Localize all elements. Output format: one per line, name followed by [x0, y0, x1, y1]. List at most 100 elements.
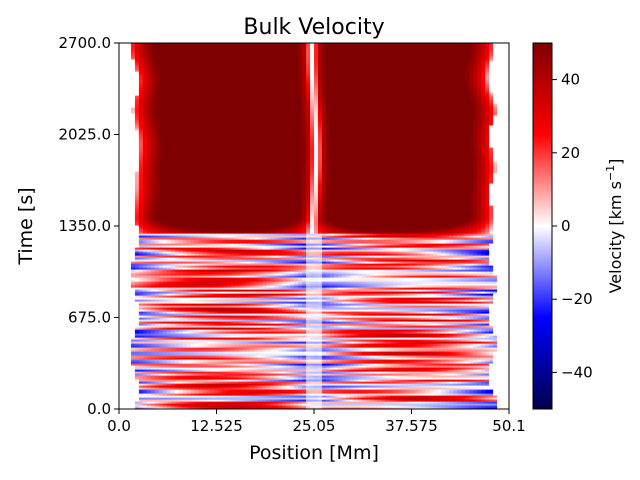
heatmap-cell	[505, 379, 509, 382]
heatmap-cell	[174, 385, 180, 388]
heatmap-cell	[417, 407, 423, 409]
heatmap-cell	[138, 399, 144, 402]
heatmap-cell	[473, 381, 478, 384]
heatmap-cell	[493, 381, 498, 384]
heatmap-cell	[485, 399, 490, 402]
heatmap-cell	[302, 385, 307, 388]
heatmap-cell	[329, 395, 335, 398]
heatmap-cell	[230, 391, 236, 394]
heatmap-cell	[329, 387, 335, 390]
heatmap-cell	[158, 381, 164, 384]
heatmap-cell	[397, 387, 403, 390]
heatmap-cell	[310, 395, 315, 398]
heatmap-cell	[186, 399, 192, 402]
heatmap-cell	[154, 379, 160, 382]
heatmap-cell	[321, 403, 327, 406]
heatmap-cell	[429, 385, 434, 388]
heatmap-cell	[401, 383, 407, 386]
heatmap-cell	[150, 383, 156, 386]
heatmap-cell	[505, 393, 509, 396]
heatmap-cell	[134, 393, 140, 396]
heatmap-cell	[190, 407, 196, 409]
heatmap-cell	[138, 397, 144, 400]
heatmap-cell	[341, 381, 347, 384]
heatmap-cell	[385, 387, 391, 390]
heatmap-cell	[314, 391, 319, 394]
heatmap-cell	[162, 405, 168, 408]
heatmap-cell	[158, 379, 164, 382]
heatmap-cell	[437, 385, 442, 388]
heatmap-cell	[294, 385, 299, 388]
heatmap-cell	[222, 399, 228, 402]
heatmap-cell	[385, 399, 391, 402]
heatmap-cell	[489, 405, 494, 408]
heatmap-cell	[409, 393, 415, 396]
heatmap-cell	[385, 377, 391, 380]
heatmap-cell	[397, 389, 403, 392]
heatmap-cell	[122, 397, 128, 400]
heatmap-cell	[477, 395, 482, 398]
heatmap-cell	[126, 385, 132, 388]
heatmap-cell	[457, 391, 462, 394]
heatmap-cell	[166, 399, 172, 402]
heatmap-cell	[357, 397, 363, 400]
heatmap-cell	[481, 399, 486, 402]
heatmap-cell	[357, 393, 363, 396]
heatmap-cell	[138, 387, 144, 390]
heatmap-cell	[162, 381, 168, 384]
heatmap-cell	[461, 379, 466, 382]
heatmap-cell	[122, 385, 128, 388]
heatmap-cell	[234, 395, 239, 398]
heatmap-cell	[142, 399, 148, 402]
heatmap-cell	[325, 379, 331, 382]
heatmap-cell	[501, 385, 506, 388]
heatmap-cell	[119, 389, 124, 392]
heatmap-cell	[138, 403, 144, 406]
heatmap-cell	[429, 397, 434, 400]
heatmap-cell	[119, 385, 124, 388]
heatmap-cell	[119, 401, 124, 404]
heatmap-cell	[461, 395, 466, 398]
heatmap-cell	[310, 379, 315, 382]
heatmap-cell	[130, 391, 136, 394]
heatmap-cell	[294, 391, 299, 394]
heatmap-cell	[218, 379, 224, 382]
heatmap-cell	[198, 387, 204, 390]
heatmap-cell	[154, 375, 160, 378]
heatmap-cell	[226, 383, 232, 386]
heatmap-cell	[481, 381, 486, 384]
heatmap-cell	[242, 379, 247, 382]
heatmap-cell	[298, 397, 303, 400]
heatmap-cell	[493, 399, 498, 402]
heatmap-cell	[493, 395, 498, 398]
heatmap-cell	[134, 395, 140, 398]
heatmap-cell	[469, 381, 474, 384]
heatmap-cell	[246, 383, 251, 386]
heatmap-cell	[302, 393, 307, 396]
heatmap-cell	[142, 405, 148, 408]
heatmap-cell	[349, 403, 355, 406]
heatmap-cell	[242, 401, 247, 404]
heatmap-cell	[274, 379, 279, 382]
heatmap-cell	[250, 389, 255, 392]
heatmap-cell	[429, 391, 434, 394]
heatmap-cell	[469, 393, 474, 396]
heatmap-cell	[270, 389, 275, 392]
heatmap-cell	[162, 399, 168, 402]
heatmap-cell	[122, 403, 128, 406]
heatmap-cell	[222, 389, 228, 392]
heatmap-cell	[186, 391, 192, 394]
heatmap-cell	[122, 405, 128, 408]
heatmap-cell	[425, 383, 431, 386]
heatmap-cell	[405, 407, 411, 409]
heatmap-cell	[258, 405, 263, 408]
heatmap-cell	[469, 377, 474, 380]
heatmap-cell	[214, 407, 220, 409]
heatmap-cell	[226, 397, 232, 400]
heatmap-cell	[218, 399, 224, 402]
heatmap-cell	[210, 399, 216, 402]
heatmap-cell	[393, 379, 399, 382]
heatmap-cell	[274, 385, 279, 388]
heatmap-cell	[226, 379, 232, 382]
heatmap-cell	[489, 387, 494, 390]
